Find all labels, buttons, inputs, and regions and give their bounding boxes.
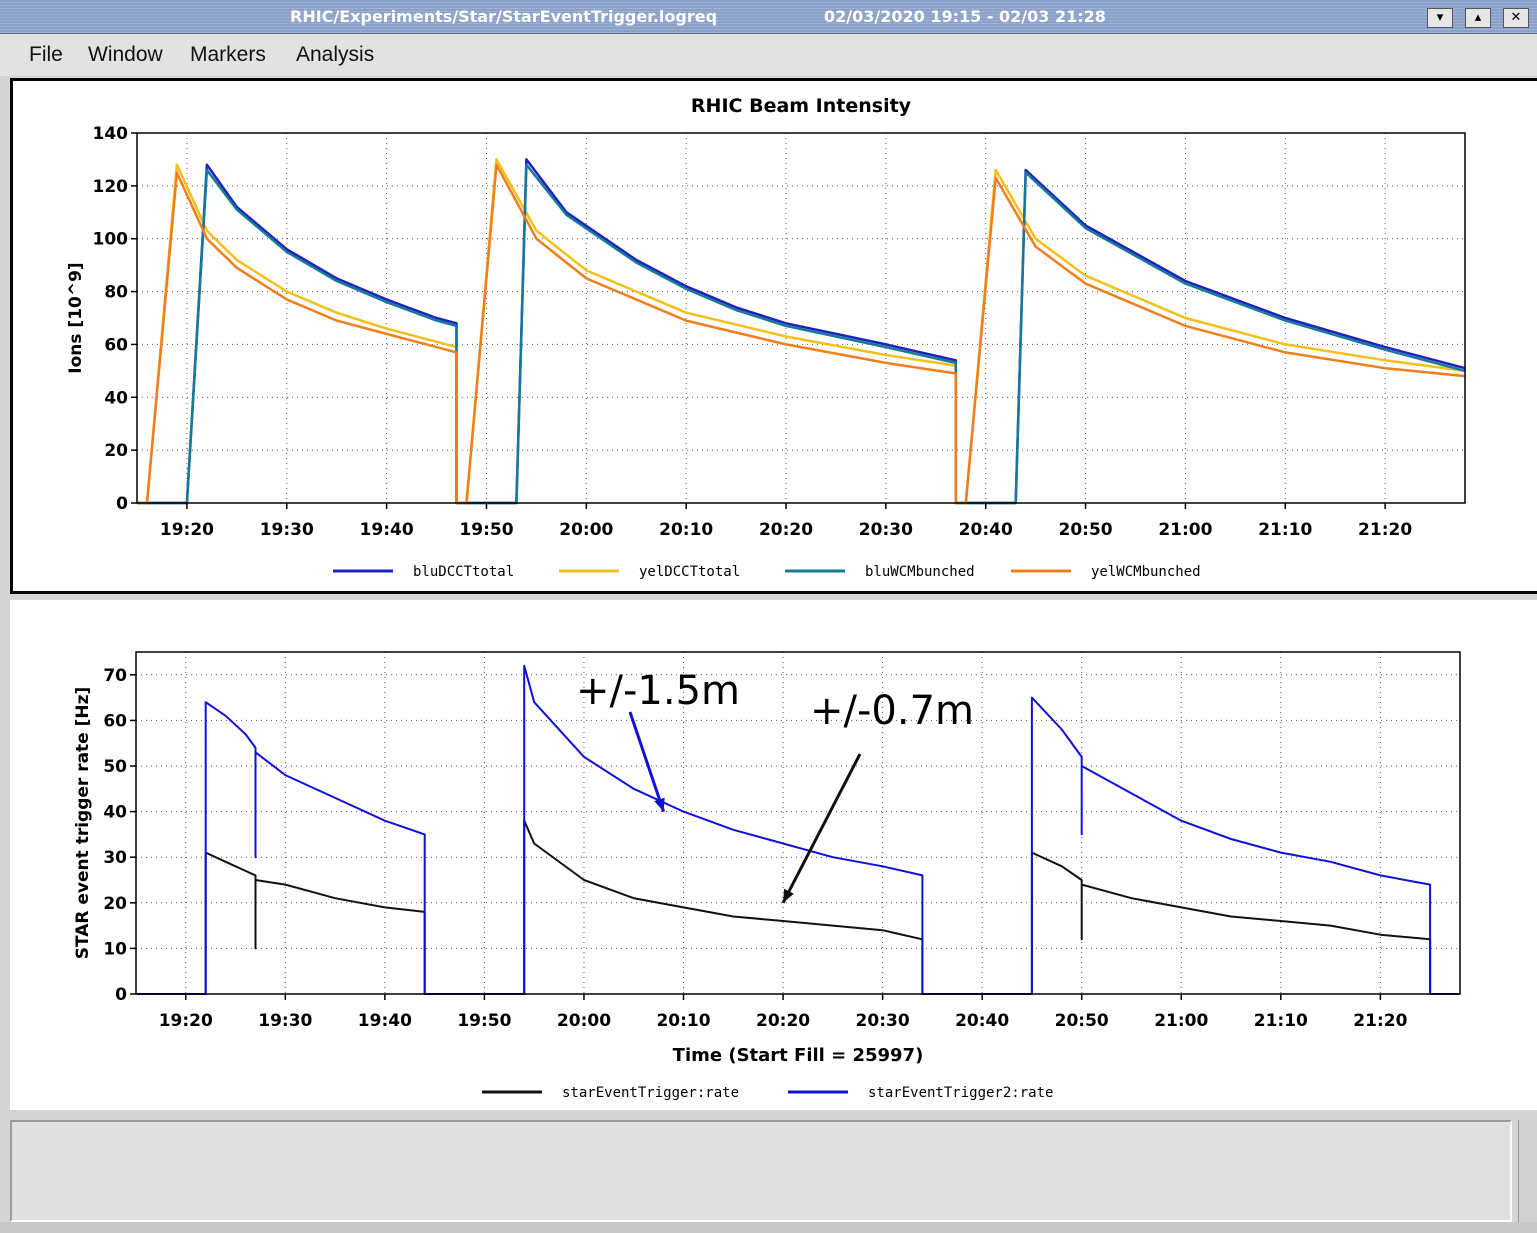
window-bottom-edge (0, 1222, 1537, 1233)
y-tick-label: 40 (103, 803, 127, 823)
plot-frame (136, 132, 1466, 504)
y-tick-label: 80 (104, 283, 128, 303)
x-tick-label: 19:40 (360, 520, 414, 540)
y-tick-label: 140 (93, 124, 129, 144)
x-tick-label: 20:50 (1055, 1011, 1109, 1031)
x-tick-label: 21:20 (1358, 520, 1412, 540)
x-tick-label: 20:30 (859, 520, 913, 540)
x-tick-label: 19:40 (358, 1011, 412, 1031)
y-tick-label: 40 (104, 388, 128, 408)
series-line-yelWCMbunched (137, 163, 1466, 505)
x-tick-label: 20:40 (955, 1011, 1009, 1031)
maximize-button[interactable]: ▴ (1465, 8, 1491, 28)
beam-intensity-plot-panel: RHIC Beam Intensity 0 20 40 60 80 100 120 140 19:… (10, 78, 1537, 594)
plot-frame (135, 651, 1461, 995)
x-tick-label: 20:50 (1059, 520, 1113, 540)
annotation-text: +/-1.5m (576, 668, 740, 714)
x-tick-label: 20:10 (656, 1011, 710, 1031)
window-title-path: RHIC/Experiments/Star/StarEventTrigger.l… (290, 7, 718, 26)
annotation-text: +/-0.7m (810, 688, 974, 734)
x-tick-label: 21:10 (1254, 1011, 1308, 1031)
y-axis-label: Ions [10^9] (66, 262, 86, 373)
annotation-arrow-line (781, 753, 862, 904)
status-scrollbar[interactable] (1518, 1120, 1537, 1222)
x-tick-label: 20:40 (959, 520, 1013, 540)
status-text-area[interactable] (10, 1120, 1512, 1222)
menu-analysis[interactable]: Analysis (296, 43, 375, 66)
x-tick-label: 19:20 (160, 520, 214, 540)
annotation-arrow-head (783, 888, 794, 903)
annotation-arrow-head (654, 797, 665, 812)
x-tick-label: 19:30 (260, 520, 314, 540)
series-line-starEventTrigger2-rate (136, 664, 1460, 995)
legend-label: yelWCMbunched (1091, 564, 1201, 580)
series-line-bluDCCTtotal (137, 158, 1466, 505)
trigger-rate-plot-panel: 0 10 20 30 40 50 60 70 19:20 19:30 19:40 19:50 20:00… (10, 600, 1537, 1110)
y-tick-label: 100 (93, 230, 129, 250)
series-line-starEventTrigger-rate (136, 819, 1460, 995)
x-tick-label: 19:50 (459, 520, 513, 540)
x-tick-label: 20:10 (659, 520, 713, 540)
y-tick-label: 20 (104, 441, 128, 461)
x-tick-label: 21:10 (1258, 520, 1312, 540)
y-tick-label: 20 (103, 894, 127, 914)
legend-label: starEventTrigger:rate (562, 1085, 739, 1101)
y-tick-label: 120 (93, 177, 129, 197)
x-axis-label: Time (Start Fill = 25997) (673, 1045, 924, 1066)
y-tick-label: 0 (116, 494, 128, 514)
chart-title: RHIC Beam Intensity (691, 95, 912, 117)
y-tick-label: 0 (115, 985, 127, 1005)
x-tick-label: 20:20 (759, 520, 813, 540)
window-title-range: 02/03/2020 19:15 - 02/03 21:28 (824, 7, 1106, 26)
x-tick-label: 20:30 (856, 1011, 910, 1031)
x-tick-label: 21:00 (1154, 1011, 1208, 1031)
legend-label: bluDCCTtotal (413, 564, 514, 580)
annotation-arrow-line (628, 711, 666, 813)
trigger-rate-chart: 0 10 20 30 40 50 60 70 19:20 19:30 19:40 19:50 20:00… (73, 651, 1461, 1101)
y-tick-label: 70 (103, 666, 127, 686)
menu-window[interactable]: Window (88, 43, 163, 66)
legend-label: starEventTrigger2:rate (868, 1085, 1053, 1101)
beam-intensity-chart: RHIC Beam Intensity 0 20 40 60 80 100 120 140 19:… (66, 95, 1466, 580)
menu-markers[interactable]: Markers (190, 43, 266, 66)
title-bar[interactable]: RHIC/Experiments/Star/StarEventTrigger.l… (0, 0, 1537, 34)
y-tick-label: 60 (103, 711, 127, 731)
close-button[interactable]: ✕ (1503, 8, 1529, 28)
x-tick-label: 19:30 (258, 1011, 312, 1031)
x-tick-label: 20:00 (559, 520, 613, 540)
x-tick-label: 19:50 (457, 1011, 511, 1031)
y-tick-label: 50 (103, 757, 127, 777)
x-tick-label: 21:20 (1353, 1011, 1407, 1031)
menu-bar: File Window Markers Analysis (0, 34, 1537, 76)
minimize-button[interactable]: ▾ (1427, 8, 1453, 28)
y-tick-label: 60 (104, 335, 128, 355)
legend-label: yelDCCTtotal (639, 564, 740, 580)
y-axis-label: STAR event trigger rate [Hz] (73, 687, 93, 960)
series-line-bluWCMbunched (137, 163, 1466, 505)
series-line-yelDCCTtotal (137, 158, 1466, 505)
x-tick-label: 20:00 (557, 1011, 611, 1031)
y-tick-label: 30 (103, 848, 127, 868)
x-tick-label: 19:20 (159, 1011, 213, 1031)
legend-label: bluWCMbunched (865, 564, 975, 580)
x-tick-label: 20:20 (756, 1011, 810, 1031)
x-tick-label: 21:00 (1158, 520, 1212, 540)
y-tick-label: 10 (103, 939, 127, 959)
menu-file[interactable]: File (29, 43, 63, 66)
